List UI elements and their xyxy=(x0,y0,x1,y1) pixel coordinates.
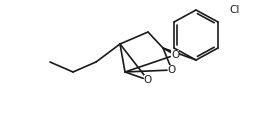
Text: O: O xyxy=(171,50,179,60)
Text: O: O xyxy=(168,65,176,75)
Text: O: O xyxy=(144,75,152,85)
Text: Cl: Cl xyxy=(229,5,239,15)
